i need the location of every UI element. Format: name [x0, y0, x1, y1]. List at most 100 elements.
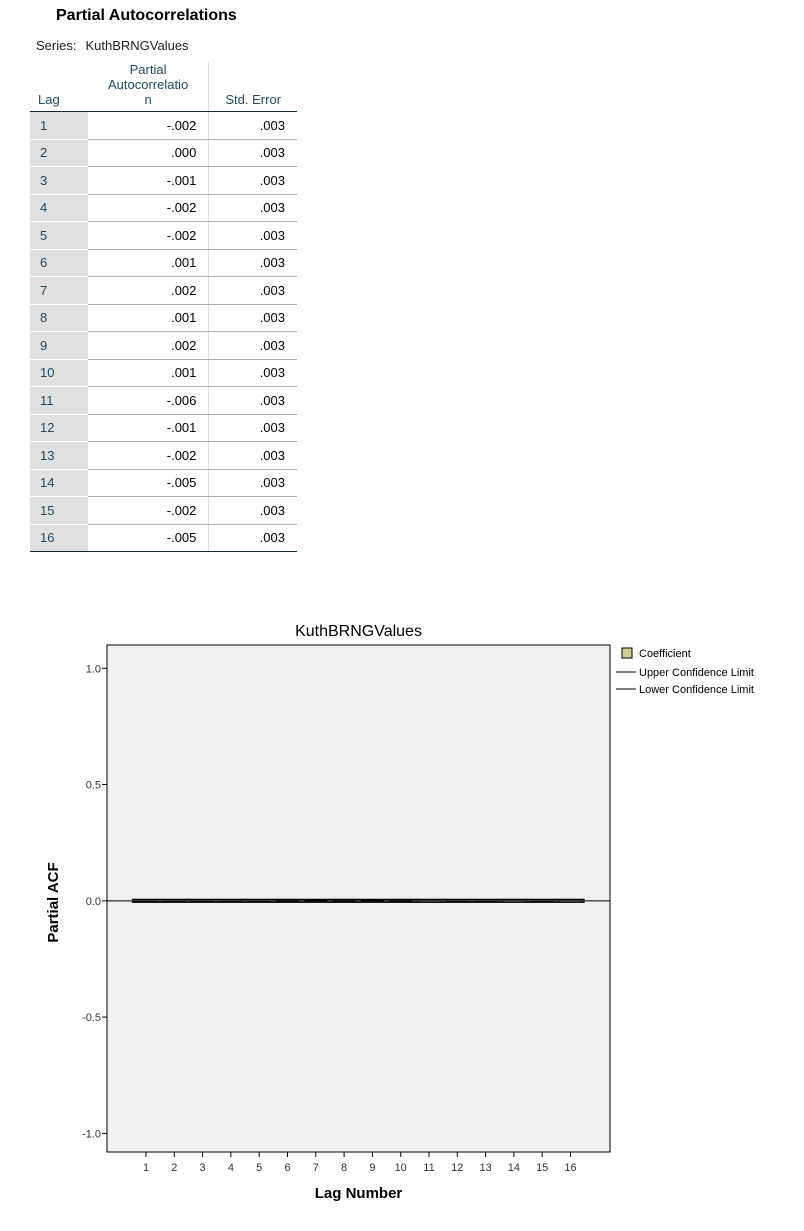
lag-cell: 6 — [30, 249, 88, 277]
table-row: 3 -.001.003 — [30, 166, 297, 195]
x-tick-label: 14 — [508, 1162, 520, 1174]
x-tick-label: 10 — [395, 1162, 407, 1174]
coefficient-bar — [276, 900, 299, 902]
header-std-error: Std. Error — [208, 62, 297, 112]
coefficient-bar — [162, 900, 186, 902]
x-tick-label: 13 — [479, 1162, 491, 1174]
pac-cell: -.002 — [87, 194, 209, 222]
partial-autocorrelations-table: Lag Partial Autocorrelatio n Std. Error 1-… — [30, 62, 297, 552]
x-axis-label: Lag Number — [315, 1185, 403, 1202]
std-error-cell: .003 — [208, 496, 297, 525]
pac-cell: -.002 — [87, 441, 209, 470]
lag-cell: 3 — [30, 166, 88, 195]
table-row: 8.001.003 — [30, 304, 297, 332]
table-title: Partial Autocorrelations — [56, 7, 237, 24]
pac-cell: .001 — [87, 304, 209, 332]
pac-cell: -.005 — [87, 469, 209, 497]
x-tick-label: 11 — [423, 1162, 434, 1174]
x-tick-label: 9 — [369, 1162, 375, 1174]
lag-cell: 1 — [30, 111, 88, 140]
table-row: 15 -.002.003 — [30, 496, 297, 525]
std-error-cell: .003 — [208, 441, 297, 470]
lag-cell: 16 — [30, 524, 88, 552]
legend-lower-label: Lower Confidence Limit — [639, 684, 754, 696]
series-name: KuthBRNGValues — [85, 38, 189, 53]
coefficient-bar — [219, 900, 243, 902]
lag-cell: 13 — [30, 441, 88, 470]
coefficient-bar — [191, 900, 215, 902]
std-error-cell: .003 — [208, 139, 297, 167]
coefficient-bar — [530, 900, 554, 902]
series-line: Series: KuthBRNGValues — [36, 38, 189, 53]
header-pac-line-1: Partial — [129, 62, 167, 77]
x-tick-label: 6 — [284, 1162, 290, 1174]
x-tick-label: 15 — [536, 1162, 548, 1174]
pac-cell: -.005 — [87, 524, 209, 552]
x-tick-label: 8 — [341, 1162, 347, 1174]
coefficient-bar — [474, 900, 498, 902]
table-row: 16 -.005.003 — [30, 524, 297, 552]
std-error-cell: .003 — [208, 469, 297, 497]
pac-cell: -.002 — [87, 111, 209, 140]
table-row: 1 -.002.003 — [30, 111, 297, 140]
table-header-row: Lag Partial Autocorrelatio n Std. Error — [30, 62, 297, 112]
pac-cell: -.006 — [87, 386, 209, 415]
table-row: 4 -.002.003 — [30, 194, 297, 222]
std-error-cell: .003 — [208, 414, 297, 442]
chart-title: KuthBRNGValues — [295, 623, 422, 640]
coefficient-bar — [389, 900, 413, 902]
lag-cell: 12 — [30, 414, 88, 442]
x-tick-label: 3 — [200, 1162, 206, 1174]
x-tick-label: 16 — [564, 1162, 576, 1174]
std-error-cell: .003 — [208, 304, 297, 332]
lag-cell: 5 — [30, 221, 88, 250]
table-body: 1 -.002.003 2.000.003 3 -.001.003 4 -.002.003 5… — [30, 111, 297, 552]
coefficient-bar — [332, 900, 356, 902]
table-row: 5 -.002.003 — [30, 221, 297, 250]
coefficient-bar — [445, 900, 469, 902]
table-row: 9.002.003 — [30, 331, 297, 360]
y-tick-label: 0.0 — [86, 896, 101, 908]
lag-cell: 11 — [30, 386, 88, 415]
pac-cell: -.002 — [87, 221, 209, 250]
table-row: 7.002.003 — [30, 276, 297, 305]
std-error-cell: .003 — [208, 331, 297, 360]
pac-cell: .002 — [87, 331, 209, 360]
x-tick-label: 4 — [228, 1162, 234, 1174]
y-axis-label: Partial ACF — [45, 862, 62, 942]
table-row: 10.001.003 — [30, 359, 297, 387]
header-lag: Lag — [30, 62, 88, 112]
series-label: Series: — [36, 38, 77, 53]
y-tick-label: -1.0 — [82, 1128, 101, 1140]
std-error-cell: .003 — [208, 524, 297, 552]
y-tick-label: -0.5 — [82, 1012, 101, 1024]
table-row: 12 -.001.003 — [30, 414, 297, 442]
table-row: 11 -.006.003 — [30, 386, 297, 415]
coefficient-bar — [247, 900, 271, 902]
std-error-cell: .003 — [208, 166, 297, 195]
pac-cell: .001 — [87, 249, 209, 277]
x-tick-label: 1 — [143, 1162, 149, 1174]
header-partial-autocorrelation: Partial Autocorrelatio n — [87, 62, 209, 112]
legend-upper-label: Upper Confidence Limit — [639, 667, 754, 679]
std-error-cell: .003 — [208, 249, 297, 277]
lag-cell: 10 — [30, 359, 88, 387]
plot-area — [106, 644, 611, 1153]
header-pac-line-3: n — [144, 92, 152, 107]
pac-cell: .000 — [87, 139, 209, 167]
x-tick-label: 12 — [451, 1162, 463, 1174]
coefficient-bar — [304, 899, 328, 902]
std-error-cell: .003 — [208, 386, 297, 415]
lag-cell: 9 — [30, 331, 88, 360]
lag-cell: 14 — [30, 469, 88, 497]
coefficient-bar — [360, 899, 384, 902]
x-tick-label: 7 — [313, 1162, 319, 1174]
pacf-chart: KuthBRNGValues 1.0 0.5 0.0 -0.5 -1.0 Partial A… — [45, 623, 754, 1202]
std-error-cell: .003 — [208, 276, 297, 305]
std-error-cell: .003 — [208, 194, 297, 222]
header-pac-line-2: Autocorrelatio — [107, 77, 189, 92]
lag-cell: 2 — [30, 139, 88, 167]
lag-cell: 4 — [30, 194, 88, 222]
pac-cell: -.001 — [87, 166, 209, 195]
table-row: 6.001.003 — [30, 249, 297, 277]
